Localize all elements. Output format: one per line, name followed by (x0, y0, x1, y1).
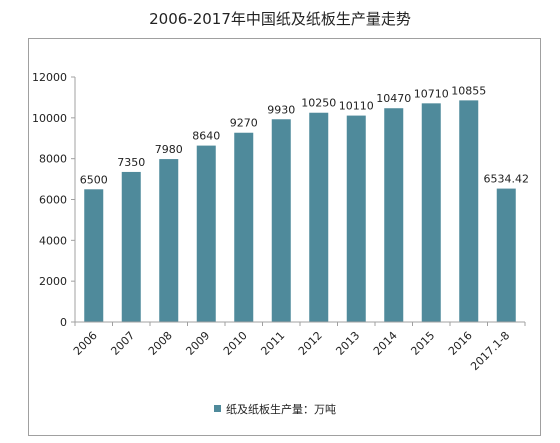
y-tick-label: 12000 (32, 71, 67, 84)
x-tick-label: 2007 (108, 329, 137, 358)
x-tick-label: 2008 (146, 329, 175, 358)
y-tick-label: 0 (60, 316, 67, 329)
y-tick-label: 2000 (39, 275, 67, 288)
x-tick-label: 2013 (333, 329, 362, 358)
bar (421, 103, 441, 323)
data-label: 7980 (155, 143, 183, 156)
data-label: 6500 (80, 173, 108, 186)
bar (84, 189, 104, 322)
y-tick-label: 6000 (39, 194, 67, 207)
x-tick-label: 2017.1-8 (468, 329, 512, 373)
data-label: 6534.42 (484, 173, 530, 186)
legend: 纸及纸板生产量：万吨 (214, 402, 336, 416)
x-tick-label: 2006 (71, 329, 100, 358)
data-label: 8640 (192, 130, 220, 143)
y-axis-ticks: 0 2000 4000 6000 8000 10000 12000 (32, 71, 75, 329)
data-label: 10710 (414, 87, 449, 100)
data-label: 10250 (301, 97, 336, 110)
bar (196, 145, 216, 322)
bar-series (84, 100, 516, 323)
bar (384, 108, 404, 322)
data-label: 7350 (117, 156, 145, 169)
x-axis-ticks: 2006 2007 2008 2009 2010 2011 2012 2013 2014 2015… (71, 322, 526, 373)
legend-label: 纸及纸板生产量：万吨 (226, 402, 336, 416)
data-label: 10470 (376, 92, 411, 105)
x-tick-label: 2014 (371, 329, 400, 358)
x-tick-label: 2015 (408, 329, 437, 358)
data-label: 10110 (339, 100, 374, 113)
chart-title: 2006-2017年中国纸及纸板生产量走势 (149, 10, 411, 28)
bar (234, 132, 254, 322)
data-label: 9930 (267, 103, 295, 116)
bar (496, 188, 516, 322)
bar (159, 159, 179, 322)
data-label: 10855 (451, 84, 486, 97)
y-tick-label: 4000 (39, 234, 67, 247)
x-tick-label: 2016 (446, 329, 475, 358)
bar (459, 100, 479, 323)
x-tick-label: 2012 (296, 329, 325, 358)
bar (121, 171, 141, 322)
legend-swatch (214, 405, 221, 412)
y-tick-label: 8000 (39, 153, 67, 166)
x-tick-label: 2009 (183, 329, 212, 358)
bar (271, 119, 291, 322)
x-tick-label: 2010 (221, 329, 250, 358)
bar (346, 115, 366, 323)
x-tick-label: 2011 (258, 329, 287, 358)
y-tick-label: 10000 (32, 112, 67, 125)
data-label: 9270 (230, 117, 258, 130)
chart-frame (28, 38, 541, 436)
bar (309, 112, 329, 323)
